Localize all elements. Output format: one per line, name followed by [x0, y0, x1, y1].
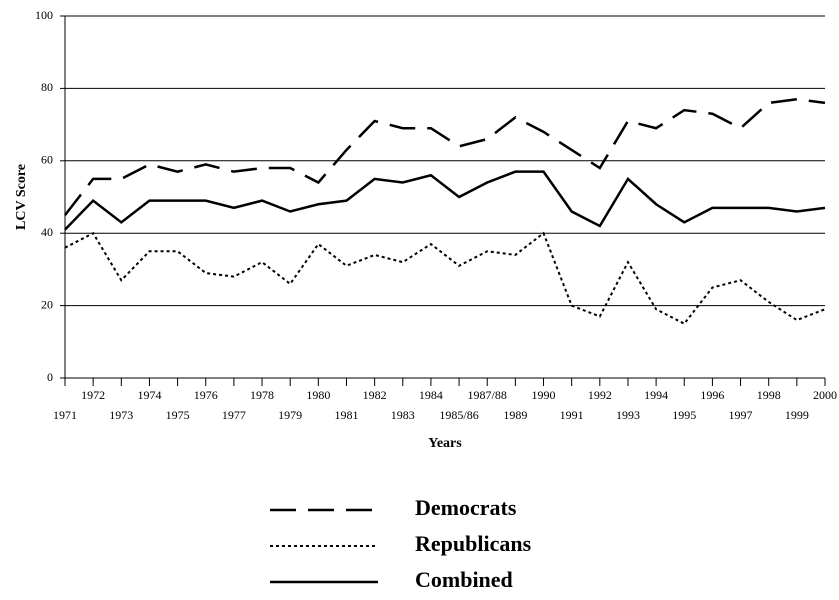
- x-tick-label: 1996: [700, 388, 724, 402]
- x-tick-label: 1973: [109, 408, 133, 422]
- series-line: [64, 97, 826, 216]
- series-line: [64, 231, 826, 325]
- x-tick-label: 1992: [588, 388, 612, 402]
- x-tick-label: 1998: [757, 388, 781, 402]
- y-axis-title: LCV Score: [14, 164, 29, 230]
- x-tick-label: 1972: [81, 388, 105, 402]
- y-tick-label: 100: [35, 8, 53, 22]
- x-tick-label: 1997: [729, 408, 753, 422]
- x-tick-label: 1987/88: [468, 388, 507, 402]
- series-line: [64, 170, 826, 231]
- y-tick-label: 20: [41, 297, 53, 311]
- x-tick-label: 2000: [813, 388, 837, 402]
- x-tick-label: 1984: [419, 388, 443, 402]
- x-tick-label: 1995: [672, 408, 696, 422]
- x-tick-label: 1971: [53, 408, 77, 422]
- legend-label: Democrats: [415, 495, 517, 520]
- x-tick-label: 1977: [222, 408, 246, 422]
- x-tick-label: 1979: [278, 408, 302, 422]
- y-tick-label: 80: [41, 80, 53, 94]
- x-tick-label: 1982: [363, 388, 387, 402]
- x-tick-label: 1976: [194, 388, 218, 402]
- y-tick-label: 0: [47, 370, 53, 384]
- x-axis-title: Years: [428, 436, 462, 451]
- x-tick-label: 1999: [785, 408, 809, 422]
- x-tick-label: 1990: [532, 388, 556, 402]
- y-tick-label: 40: [41, 225, 53, 239]
- x-tick-label: 1978: [250, 388, 274, 402]
- x-tick-label: 1989: [503, 408, 527, 422]
- legend-label: Republicans: [415, 531, 532, 556]
- legend-label: Combined: [415, 567, 513, 592]
- x-tick-label: 1975: [166, 408, 190, 422]
- x-tick-label: 1991: [560, 408, 584, 422]
- x-tick-label: 1993: [616, 408, 640, 422]
- x-tick-label: 1994: [644, 388, 668, 402]
- x-tick-label: 1985/86: [439, 408, 478, 422]
- x-tick-label: 1980: [306, 388, 330, 402]
- x-tick-label: 1974: [137, 388, 161, 402]
- x-tick-label: 1981: [334, 408, 358, 422]
- y-tick-label: 60: [41, 153, 53, 167]
- x-tick-label: 1983: [391, 408, 415, 422]
